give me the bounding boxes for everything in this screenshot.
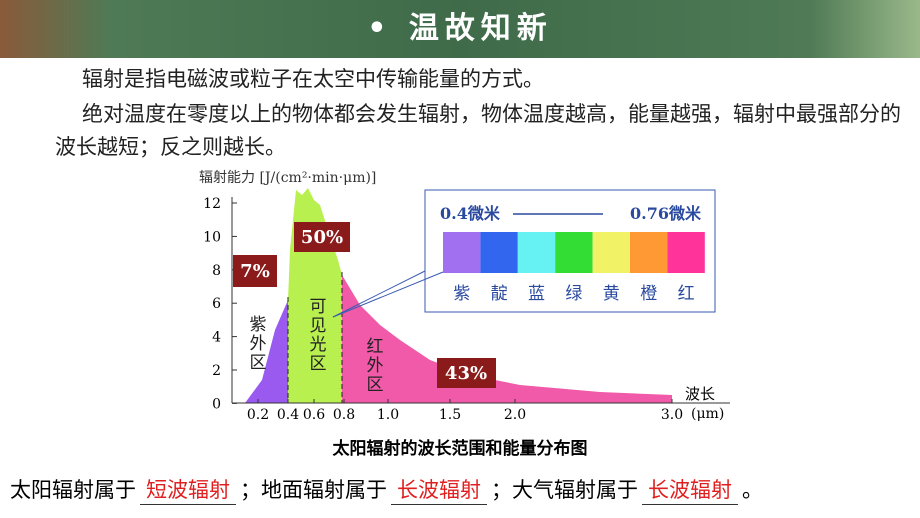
color-name: 靛 xyxy=(491,284,508,304)
inset-right: 0.76微米 xyxy=(630,204,702,223)
x-tick-label: 3.0 xyxy=(661,407,683,423)
question-text: ；地面辐射属于 xyxy=(240,478,387,502)
answer: 长波辐射 xyxy=(391,474,487,505)
y-tick-label: 2 xyxy=(212,363,221,379)
region-label: 见 xyxy=(310,316,327,336)
pointer xyxy=(332,271,444,318)
y-tick-label: 12 xyxy=(203,196,221,212)
region-label: 区 xyxy=(310,354,327,374)
pct: 7% xyxy=(240,261,270,282)
color-swatch xyxy=(443,232,481,273)
region-label: 可 xyxy=(310,297,327,317)
answer: 短波辐射 xyxy=(140,474,236,505)
color-swatch xyxy=(555,232,593,273)
x-tick-label: 0.8 xyxy=(333,407,355,423)
region-label: 红 xyxy=(367,337,384,357)
color-name: 红 xyxy=(678,284,695,304)
color-swatch xyxy=(592,232,630,273)
color-swatch xyxy=(667,232,705,273)
paragraph: 绝对温度在零度以上的物体都会发生辐射，物体温度越高，能量越强，辐射中最强部分的波… xyxy=(55,102,901,159)
color-name: 黄 xyxy=(603,284,620,304)
color-name: 橙 xyxy=(640,284,657,304)
ir-area xyxy=(342,275,672,403)
answer: 长波辐射 xyxy=(642,474,738,505)
color-swatch xyxy=(480,232,518,273)
region-label: 外 xyxy=(250,334,267,354)
region-label: 光 xyxy=(310,335,327,355)
question-text: 。 xyxy=(742,478,763,502)
color-name: 绿 xyxy=(565,284,582,304)
y-tick-label: 4 xyxy=(212,330,221,346)
pct: 43% xyxy=(445,363,487,384)
x-tick-label: 0.6 xyxy=(303,407,325,423)
region-label: 外 xyxy=(367,356,384,376)
pct-box xyxy=(233,255,277,287)
x-tick-label: 2.0 xyxy=(504,407,526,423)
color-name: 紫 xyxy=(453,284,470,304)
pct-box xyxy=(294,222,350,252)
pct-box xyxy=(437,358,496,388)
x-tick-label: 0.2 xyxy=(247,407,269,423)
region-label: 区 xyxy=(367,375,384,395)
question-text: ；大气辐射属于 xyxy=(491,478,638,502)
question-text: 太阳辐射属于 xyxy=(10,478,136,502)
color-name: 蓝 xyxy=(528,284,545,304)
pointer xyxy=(332,270,426,318)
question: 太阳辐射属于 短波辐射 ；地面辐射属于 长波辐射 ；大气辐射属于 长波辐射。 xyxy=(10,474,763,505)
header: • 温故知新 xyxy=(0,0,920,58)
y-tick-label: 10 xyxy=(203,229,221,245)
x-tick-label: 1.5 xyxy=(439,407,461,423)
color-swatch xyxy=(517,232,556,273)
title: 温故知新 xyxy=(408,11,553,46)
pct: 50% xyxy=(301,227,343,248)
inset-left: 0.4微米 xyxy=(440,204,501,223)
y-tick-label: 8 xyxy=(212,263,221,279)
title-wrap: • 温故知新 xyxy=(367,11,553,46)
y-tick-label: 6 xyxy=(212,296,221,312)
x-tick-label: 1.0 xyxy=(377,407,399,423)
region-label: 紫 xyxy=(250,315,267,335)
x-axis-label: 波长 xyxy=(685,385,715,403)
color-swatch xyxy=(630,232,668,273)
figure: 辐射能力 [J/(cm²·min·μm)] 12 10 8 6 4 2 0 0.2 0.4 0.6… xyxy=(193,167,730,429)
uv-area xyxy=(245,300,288,403)
x-tick-label: 0.4 xyxy=(277,407,299,423)
x-unit: (μm) xyxy=(691,406,724,422)
paragraph: 辐射是指电磁波或粒子在太空中传输能量的方式。 xyxy=(82,67,544,91)
caption: 太阳辐射的波长范围和能量分布图 xyxy=(332,439,588,459)
y-tick-label: 0 xyxy=(212,396,221,412)
region-label: 区 xyxy=(250,353,267,373)
y-axis-label: 辐射能力 [J/(cm²·min·μm)] xyxy=(199,170,376,186)
